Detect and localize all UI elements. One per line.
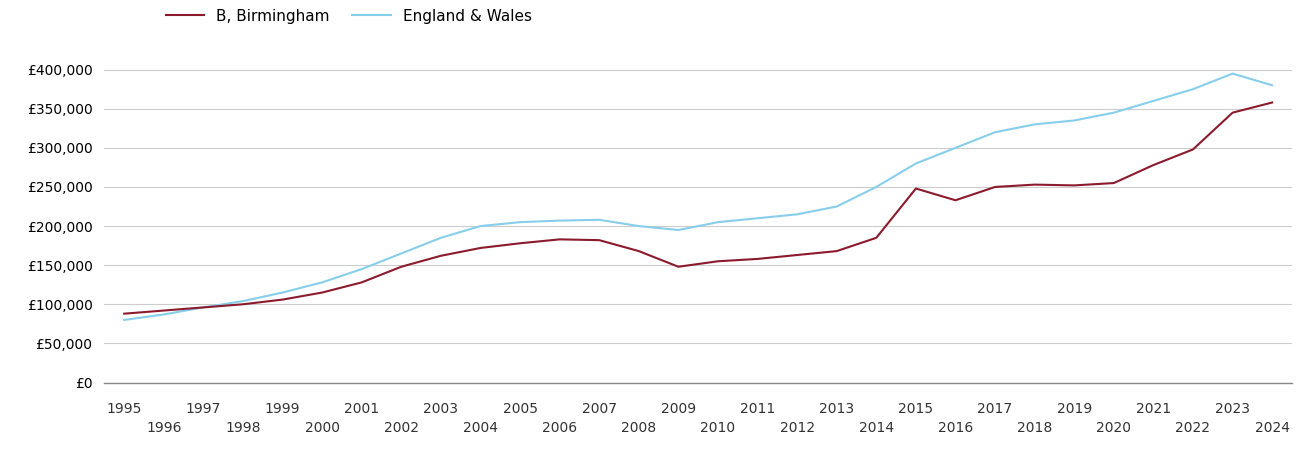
B, Birmingham — [116, 311, 132, 316]
England & Wales — [1265, 83, 1280, 88]
Text: 2010: 2010 — [701, 421, 736, 436]
Text: 2007: 2007 — [582, 402, 617, 416]
England & Wales — [988, 130, 1004, 135]
Text: 2012: 2012 — [779, 421, 814, 436]
Text: 2011: 2011 — [740, 402, 775, 416]
Text: 2018: 2018 — [1017, 421, 1052, 436]
B, Birmingham — [710, 259, 726, 264]
Text: 2019: 2019 — [1057, 402, 1092, 416]
Line: B, Birmingham: B, Birmingham — [124, 103, 1272, 314]
England & Wales — [749, 216, 765, 221]
England & Wales — [710, 220, 726, 225]
B, Birmingham — [591, 238, 607, 243]
B, Birmingham — [472, 245, 488, 251]
B, Birmingham — [947, 198, 963, 203]
B, Birmingham — [749, 256, 765, 261]
B, Birmingham — [235, 302, 251, 307]
England & Wales — [1185, 86, 1201, 92]
B, Birmingham — [315, 290, 330, 295]
B, Birmingham — [1105, 180, 1121, 186]
England & Wales — [275, 290, 291, 295]
Text: 2024: 2024 — [1254, 421, 1289, 436]
B, Birmingham — [1027, 182, 1043, 187]
B, Birmingham — [433, 253, 449, 258]
Legend: B, Birmingham, England & Wales: B, Birmingham, England & Wales — [159, 3, 538, 30]
Text: 1995: 1995 — [107, 402, 142, 416]
Text: 2020: 2020 — [1096, 421, 1131, 436]
B, Birmingham — [908, 186, 924, 191]
England & Wales — [829, 204, 844, 209]
B, Birmingham — [1265, 100, 1280, 105]
England & Wales — [947, 145, 963, 151]
Line: England & Wales: England & Wales — [124, 73, 1272, 320]
Text: 2002: 2002 — [384, 421, 419, 436]
B, Birmingham — [790, 252, 805, 258]
Text: 2000: 2000 — [304, 421, 339, 436]
England & Wales — [908, 161, 924, 166]
England & Wales — [354, 266, 369, 272]
Text: 2016: 2016 — [938, 421, 974, 436]
B, Birmingham — [512, 241, 527, 246]
England & Wales — [552, 218, 568, 223]
England & Wales — [1105, 110, 1121, 115]
Text: 2003: 2003 — [423, 402, 458, 416]
Text: 2004: 2004 — [463, 421, 499, 436]
B, Birmingham — [671, 264, 686, 270]
B, Birmingham — [829, 248, 844, 254]
B, Birmingham — [354, 280, 369, 285]
B, Birmingham — [1066, 183, 1082, 188]
Text: 2006: 2006 — [542, 421, 577, 436]
Text: 2001: 2001 — [345, 402, 380, 416]
England & Wales — [591, 217, 607, 222]
Text: 2013: 2013 — [820, 402, 855, 416]
England & Wales — [472, 223, 488, 229]
B, Birmingham — [196, 305, 211, 310]
Text: 2014: 2014 — [859, 421, 894, 436]
Text: 2015: 2015 — [898, 402, 933, 416]
B, Birmingham — [1146, 162, 1161, 168]
Text: 2021: 2021 — [1135, 402, 1171, 416]
England & Wales — [1027, 122, 1043, 127]
England & Wales — [790, 212, 805, 217]
England & Wales — [116, 317, 132, 323]
B, Birmingham — [393, 264, 408, 270]
England & Wales — [433, 235, 449, 240]
Text: 1998: 1998 — [226, 421, 261, 436]
Text: 1996: 1996 — [146, 421, 181, 436]
England & Wales — [1146, 98, 1161, 104]
B, Birmingham — [988, 184, 1004, 189]
England & Wales — [512, 220, 527, 225]
B, Birmingham — [1224, 110, 1240, 115]
Text: 1999: 1999 — [265, 402, 300, 416]
B, Birmingham — [275, 297, 291, 302]
England & Wales — [868, 184, 883, 189]
England & Wales — [155, 312, 171, 317]
B, Birmingham — [552, 237, 568, 242]
Text: 2009: 2009 — [660, 402, 696, 416]
B, Birmingham — [155, 308, 171, 313]
England & Wales — [1066, 118, 1082, 123]
England & Wales — [315, 280, 330, 285]
Text: 2023: 2023 — [1215, 402, 1250, 416]
England & Wales — [1224, 71, 1240, 76]
Text: 2022: 2022 — [1176, 421, 1211, 436]
England & Wales — [671, 227, 686, 233]
England & Wales — [235, 298, 251, 304]
England & Wales — [393, 251, 408, 256]
England & Wales — [196, 305, 211, 310]
Text: 1997: 1997 — [185, 402, 221, 416]
Text: 2005: 2005 — [502, 402, 538, 416]
B, Birmingham — [632, 248, 647, 254]
Text: 2017: 2017 — [977, 402, 1013, 416]
England & Wales — [632, 223, 647, 229]
B, Birmingham — [868, 235, 883, 240]
B, Birmingham — [1185, 147, 1201, 152]
Text: 2008: 2008 — [621, 421, 656, 436]
